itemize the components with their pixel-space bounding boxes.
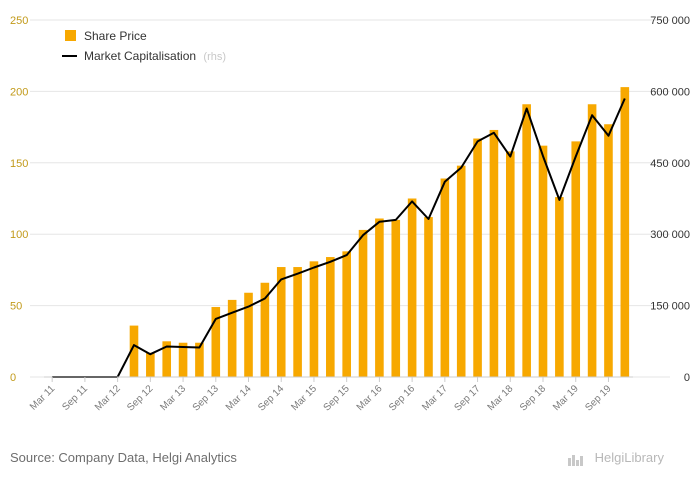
share-price-bars [129,87,630,377]
x-tick-label: Mar 16 [355,383,385,413]
right-tick-label: 150 000 [650,301,690,313]
svg-text:Market Capitalisation (r: Market Capitalisation (rhs) [84,49,226,63]
bar [538,145,548,377]
legend: Share Price Market Capitalisation (rhs) [62,29,226,63]
left-tick-label: 200 [10,86,28,98]
bar [440,178,450,377]
bar [342,251,351,377]
x-tick-label: Sep 14 [256,383,286,413]
left-y-axis: 0 50 100 150 200 250 [10,15,28,384]
legend-swatch-share-price [65,30,76,41]
chart-canvas: 0 50 100 150 200 250 0 150 000 300 000 450 000 60… [10,15,690,414]
market-cap-polyline [52,98,626,378]
bar [391,219,401,377]
right-tick-label: 0 [684,372,690,384]
x-tick-label: Mar 19 [551,383,581,413]
x-tick-label: Mar 15 [289,383,319,413]
x-tick-label: Mar 11 [28,383,58,413]
x-tick-label: Sep 18 [518,383,548,413]
bar [604,124,613,377]
market-cap-line [52,98,626,378]
legend-label-share-price: Share Price [84,29,147,43]
left-tick-label: 100 [10,229,28,241]
bar [211,307,221,377]
x-tick-label: Mar 12 [93,383,123,413]
bar [276,267,286,377]
bar [146,352,155,377]
bar [522,104,531,377]
bar [129,325,139,377]
x-axis: Mar 11 Sep 11 Mar 12 Sep 12 Mar 13 Sep 13 Mar … [28,376,633,414]
x-tick-label: Sep 11 [60,383,90,413]
bar [473,138,482,377]
library-icon [568,451,588,466]
legend-label-market-cap: Market Capitalisation [84,49,196,63]
bar [178,342,188,377]
bar [195,342,204,377]
x-tick-label: Mar 17 [420,383,450,413]
right-tick-label: 450 000 [650,158,690,170]
left-tick-label: 250 [10,15,28,27]
right-tick-label: 300 000 [650,229,690,241]
brand-name: HelgiLibrary [594,450,664,465]
x-tick-label: Mar 18 [486,383,516,413]
bar [456,165,466,377]
bar [358,229,368,377]
left-tick-label: 0 [10,372,16,384]
left-tick-label: 50 [10,301,22,313]
bar [587,104,597,377]
x-tick-label: Sep 16 [387,383,417,413]
bar [620,87,630,377]
x-tick-label: Sep 15 [322,383,352,413]
bar [293,267,302,377]
right-tick-label: 750 000 [650,15,690,27]
bar [424,217,433,377]
x-tick-label: Sep 17 [452,383,482,413]
bar [326,257,335,377]
bar [571,141,581,377]
brand-logo: HelgiLibrary [568,450,664,466]
bar [244,292,253,377]
x-tick-label: Mar 13 [158,383,188,413]
bar [505,151,515,377]
left-tick-label: 150 [10,158,28,170]
bar [489,129,499,377]
right-y-axis: 0 150 000 300 000 450 000 600 000 750 000 [650,15,690,384]
x-tick-label: Sep 12 [125,383,155,413]
bar [260,282,270,377]
bar [227,299,237,377]
bar [375,218,384,377]
legend-note-rhs: (rhs) [203,51,226,63]
bar [407,198,417,377]
bar [162,341,172,377]
x-tick-label: Sep 19 [583,383,613,413]
x-tick-label: Sep 13 [191,383,221,413]
bar [555,197,564,377]
source-note: Source: Company Data, Helgi Analytics [10,450,237,465]
x-tick-label: Mar 14 [224,383,254,413]
right-tick-label: 600 000 [650,86,690,98]
bar [309,261,319,377]
